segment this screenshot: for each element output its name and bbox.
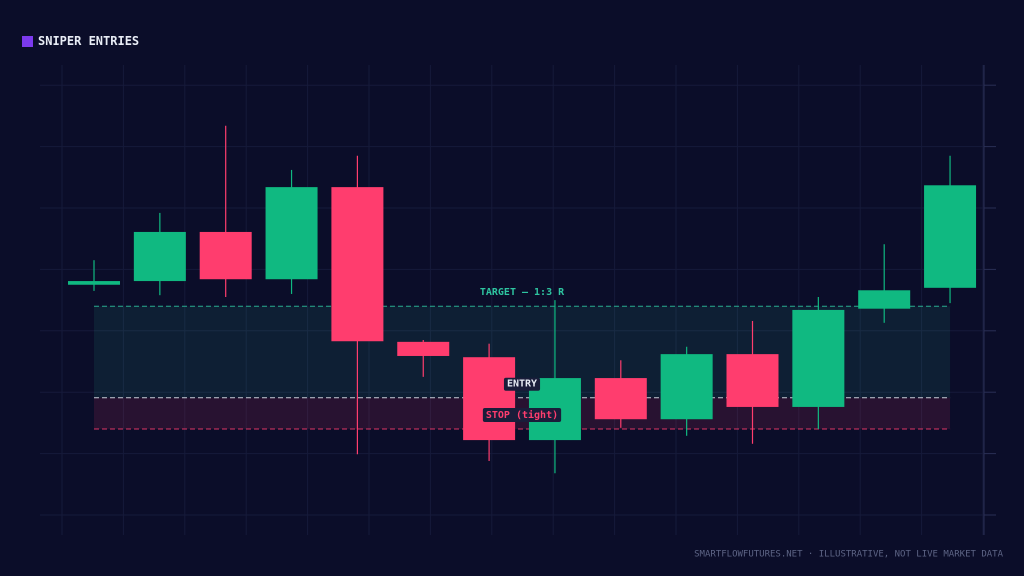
- candle-body: [726, 354, 779, 407]
- level-label-bg: [503, 377, 541, 391]
- candle-body: [594, 378, 647, 420]
- level-label-bg: [482, 408, 562, 423]
- candle-body: [858, 290, 911, 309]
- candle-body: [265, 187, 318, 280]
- candle-body: [924, 185, 977, 288]
- candle-body: [463, 357, 516, 441]
- level-label: ENTRY: [507, 379, 537, 390]
- chart-title: SNIPER ENTRIES: [38, 34, 139, 48]
- title-icon: [22, 36, 33, 47]
- level-label: STOP (tight): [486, 409, 558, 421]
- footer: SMARTFLOWFUTURES.NET · ILLUSTRATIVE, NOT…: [694, 550, 1003, 560]
- level-label: TARGET — 1:3 R: [480, 287, 565, 298]
- candle-body: [133, 231, 186, 282]
- candle-body: [660, 354, 713, 420]
- candle-body: [331, 187, 384, 342]
- candle-body: [199, 231, 252, 280]
- candle-body: [68, 281, 120, 285]
- candle-body: [792, 309, 845, 407]
- candle-body: [397, 341, 450, 356]
